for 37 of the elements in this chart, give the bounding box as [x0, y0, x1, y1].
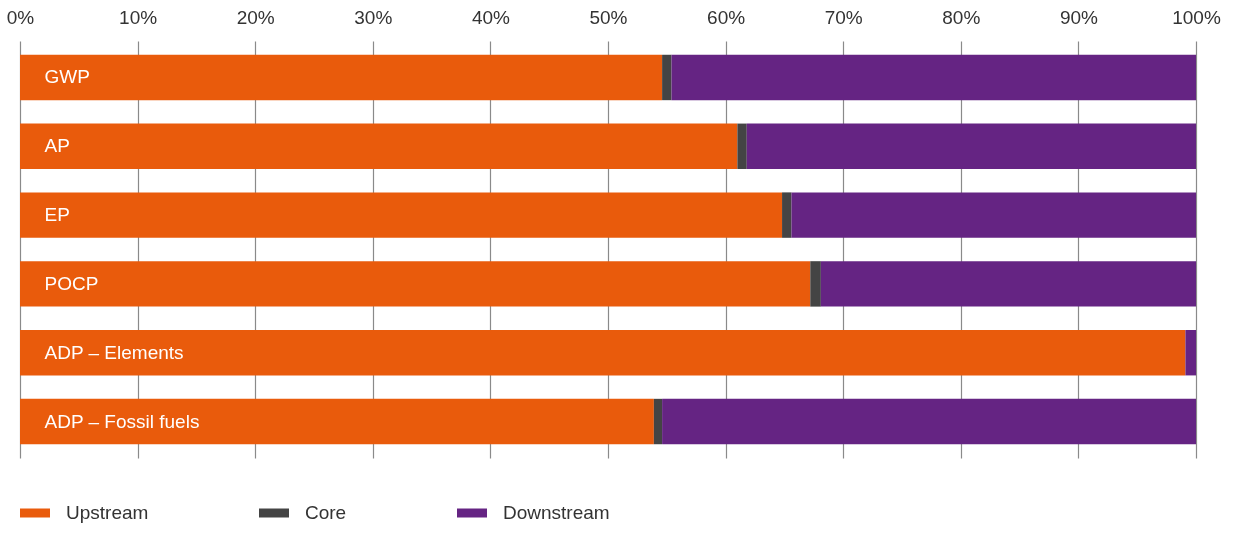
y-tick-label: AP — [44, 135, 70, 157]
bar — [746, 123, 1196, 169]
bar — [20, 330, 1186, 376]
bar — [20, 54, 663, 101]
y-tick-label: ADP – Fossil fuels — [44, 410, 200, 432]
x-tick-label: 100% — [1172, 6, 1221, 28]
bar — [20, 398, 654, 445]
bar — [782, 192, 792, 238]
bar — [820, 261, 1196, 307]
legend-label: Downstream — [503, 502, 610, 523]
bar — [20, 261, 811, 307]
x-tick-label: 30% — [354, 6, 393, 28]
bar — [737, 123, 747, 169]
y-tick-label: GWP — [44, 66, 90, 88]
bar — [662, 54, 672, 101]
x-tick-label: 40% — [471, 6, 511, 28]
bar — [791, 192, 1196, 238]
y-tick-label: POCP — [44, 272, 99, 294]
legend-label: Core — [305, 502, 347, 523]
bar — [810, 261, 821, 307]
bar — [662, 398, 1196, 445]
x-tick-label: 60% — [707, 6, 746, 28]
bar — [653, 398, 663, 445]
y-tick-label: EP — [44, 204, 70, 226]
legend-label: Upstream — [66, 502, 149, 523]
x-tick-label: 20% — [236, 6, 275, 28]
bar — [20, 123, 738, 169]
x-tick-label: 90% — [1059, 6, 1099, 28]
x-tick-label: 80% — [942, 6, 981, 28]
bar — [20, 192, 783, 238]
x-tick-label: 50% — [589, 6, 628, 28]
y-tick-label: ADP – Elements — [44, 341, 184, 363]
bar — [1185, 330, 1196, 376]
bar — [671, 54, 1196, 101]
x-tick-label: 0% — [6, 6, 35, 28]
x-tick-label: 70% — [824, 6, 863, 28]
x-tick-label: 10% — [119, 6, 158, 28]
